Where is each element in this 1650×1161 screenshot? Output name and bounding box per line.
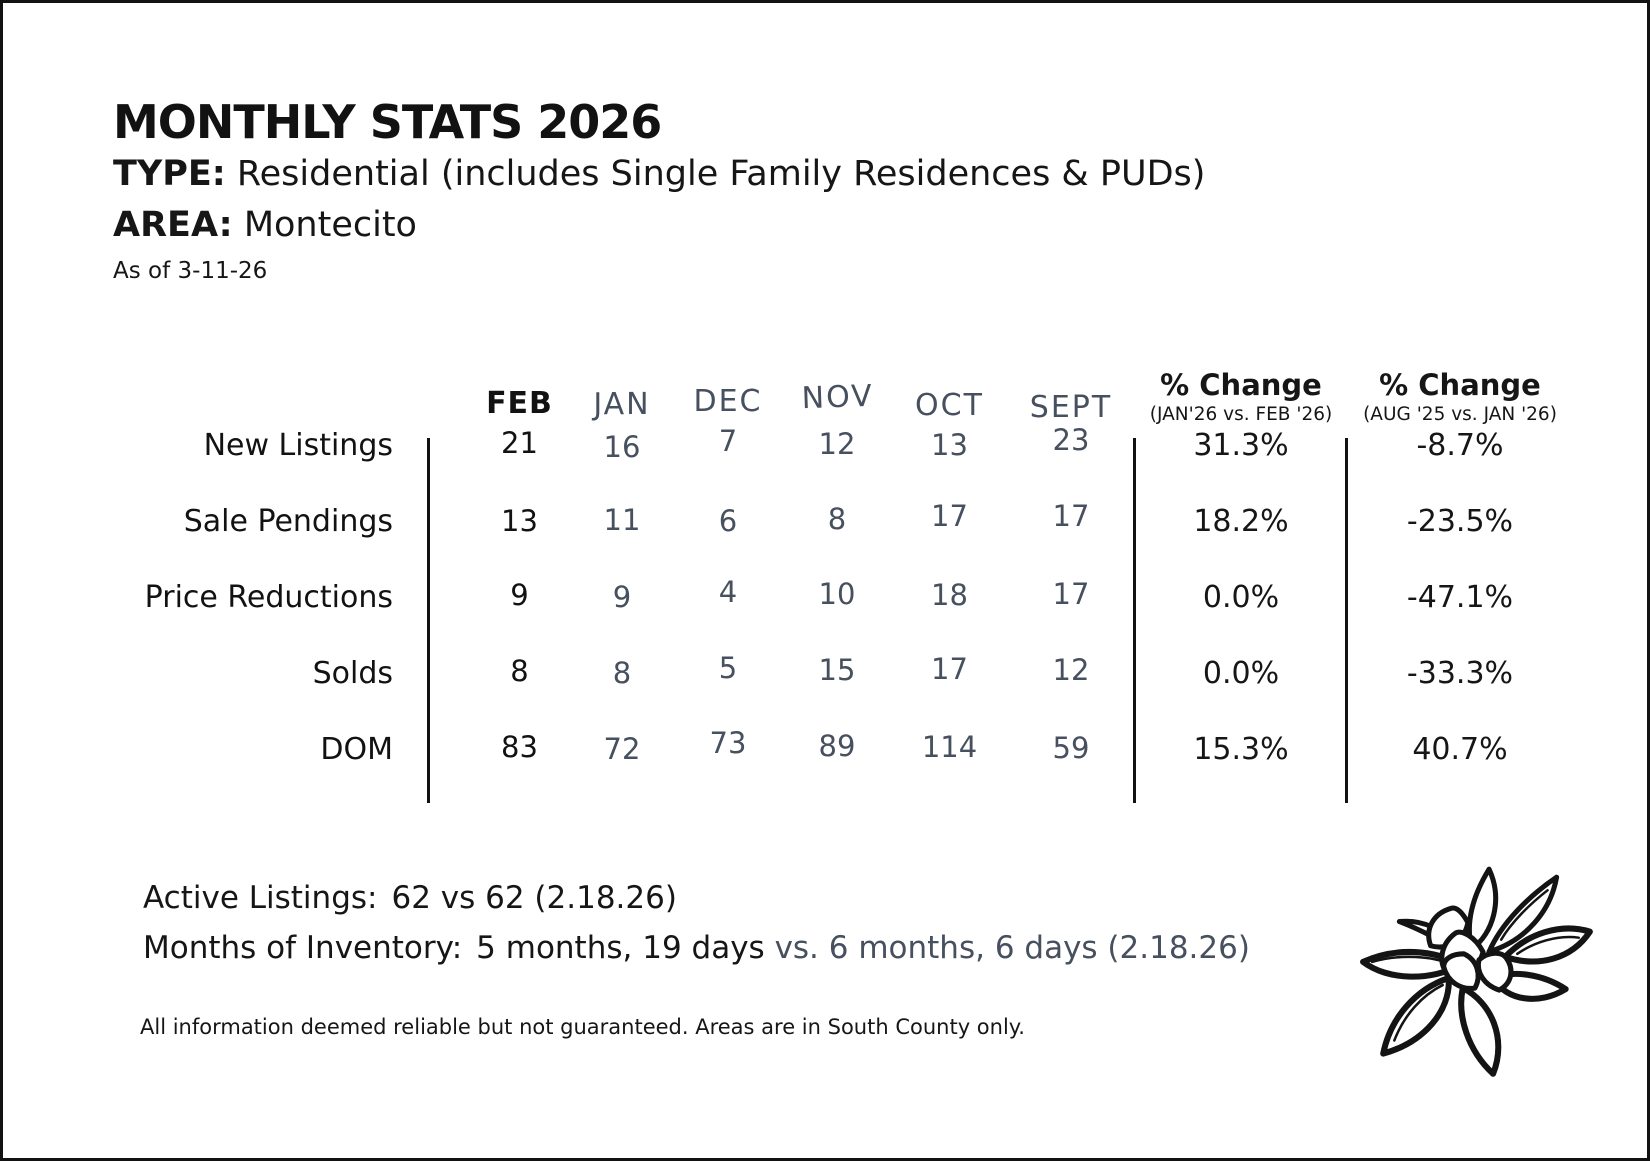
- area-value: Montecito: [232, 205, 417, 246]
- type-label: TYPE:: [113, 154, 226, 195]
- table-cell-pct: -33.3%: [1406, 655, 1514, 691]
- table-cell-pct: 18.2%: [1193, 503, 1289, 539]
- table-cell: 10: [818, 577, 856, 611]
- table-cell: 16: [603, 430, 641, 464]
- table-cell: 83: [501, 730, 538, 764]
- table-cell: 21: [501, 426, 538, 460]
- table-cell: 8: [510, 654, 529, 688]
- column-header-oct: OCT: [915, 388, 984, 423]
- pct-change-title: % Change: [1160, 367, 1322, 402]
- table-cell: 5: [718, 651, 738, 685]
- row-label-solds: Solds: [312, 655, 393, 691]
- table-cell: 7: [718, 424, 738, 458]
- table-cell: 59: [1052, 731, 1090, 765]
- table-cell: 9: [510, 578, 529, 612]
- active-listings-line: Active Listings: 62 vs 62 (2.18.26): [143, 873, 1250, 923]
- table-divider-left: [427, 438, 430, 803]
- area-label: AREA:: [113, 205, 233, 246]
- magnolia-flower-icon: [1360, 866, 1593, 1077]
- type-line: TYPE: Residential (includes Single Famil…: [113, 152, 1205, 197]
- table-divider-mid: [1133, 438, 1136, 803]
- table-cell: 12: [818, 427, 856, 461]
- table-divider-right: [1345, 438, 1348, 803]
- table-cell-pct: 31.3%: [1193, 427, 1289, 463]
- inventory-prior: vs. 6 months, 6 days (2.18.26): [774, 930, 1250, 967]
- table-cell: 15: [818, 653, 856, 687]
- table-cell: 6: [718, 504, 738, 538]
- summary-block: Active Listings: 62 vs 62 (2.18.26) Month…: [143, 873, 1250, 973]
- table-cell: 23: [1052, 423, 1090, 457]
- column-header-jan: JAN: [593, 387, 651, 422]
- inventory-current: 5 months, 19 days: [476, 930, 765, 967]
- pct-change-subtitle: (JAN'26 vs. FEB '26): [1149, 404, 1333, 425]
- table-cell: 73: [709, 726, 747, 760]
- sheet-header: MONTHLY STATS 2026 TYPE: Residential (in…: [113, 98, 1205, 284]
- active-listings-value: 62 vs 62 (2.18.26): [391, 880, 677, 916]
- column-header-pct-change-2: % Change (AUG '25 vs. JAN '26): [1347, 331, 1573, 435]
- area-line: AREA: Montecito: [113, 203, 1205, 248]
- table-cell: 18: [931, 578, 968, 612]
- table-cell-pct: -8.7%: [1416, 427, 1504, 463]
- disclaimer-text: All information deemed reliable but not …: [140, 1015, 1025, 1039]
- table-cell-pct: -23.5%: [1406, 503, 1514, 539]
- table-cell: 114: [921, 730, 978, 764]
- table-cell: 13: [501, 504, 538, 538]
- type-value: Residential (includes Single Family Resi…: [225, 154, 1206, 195]
- table-cell-pct: 0.0%: [1202, 655, 1280, 691]
- table-cell: 17: [931, 652, 968, 686]
- row-label-dom: DOM: [320, 731, 393, 767]
- table-cell-pct: 15.3%: [1193, 731, 1289, 767]
- as-of-date: As of 3-11-26: [113, 257, 268, 284]
- row-label-new-listings: New Listings: [203, 427, 393, 463]
- table-cell: 72: [603, 732, 641, 766]
- row-label-sale-pendings: Sale Pendings: [183, 503, 393, 539]
- table-cell: 8: [827, 502, 847, 536]
- inventory-label: Months of Inventory:: [143, 930, 463, 967]
- table-cell-pct: 0.0%: [1202, 579, 1280, 615]
- column-header-dec: DEC: [693, 384, 763, 419]
- page-title: MONTHLY STATS 2026: [113, 95, 662, 149]
- table-cell: 11: [603, 503, 641, 537]
- table-cell-pct: 40.7%: [1412, 731, 1508, 767]
- table-cell: 8: [612, 656, 632, 690]
- table-cell: 17: [931, 499, 968, 533]
- column-header-sept: SEPT: [1029, 390, 1113, 425]
- table-cell: 17: [1052, 577, 1090, 611]
- pct-change-subtitle: (AUG '25 vs. JAN '26): [1363, 404, 1557, 425]
- row-label-price-reductions: Price Reductions: [144, 579, 393, 615]
- active-listings-label: Active Listings:: [143, 880, 378, 916]
- table-cell: 13: [931, 428, 968, 462]
- table-cell: 9: [612, 580, 632, 614]
- column-header-pct-change-1: % Change (JAN'26 vs. FEB '26): [1135, 331, 1347, 435]
- table-cell: 12: [1052, 653, 1090, 687]
- table-cell: 89: [818, 729, 856, 763]
- column-header-feb: FEB: [486, 386, 553, 421]
- inventory-line: Months of Inventory: 5 months, 19 days vs…: [143, 923, 1250, 973]
- table-cell: 17: [1052, 499, 1090, 533]
- stats-table: FEB JAN DEC NOV OCT SEPT% Change (JAN'26 vs. F…: [3, 331, 1573, 787]
- table-cell-pct: -47.1%: [1406, 579, 1514, 615]
- table-cell: 4: [718, 575, 738, 609]
- pct-change-title: % Change: [1379, 367, 1541, 402]
